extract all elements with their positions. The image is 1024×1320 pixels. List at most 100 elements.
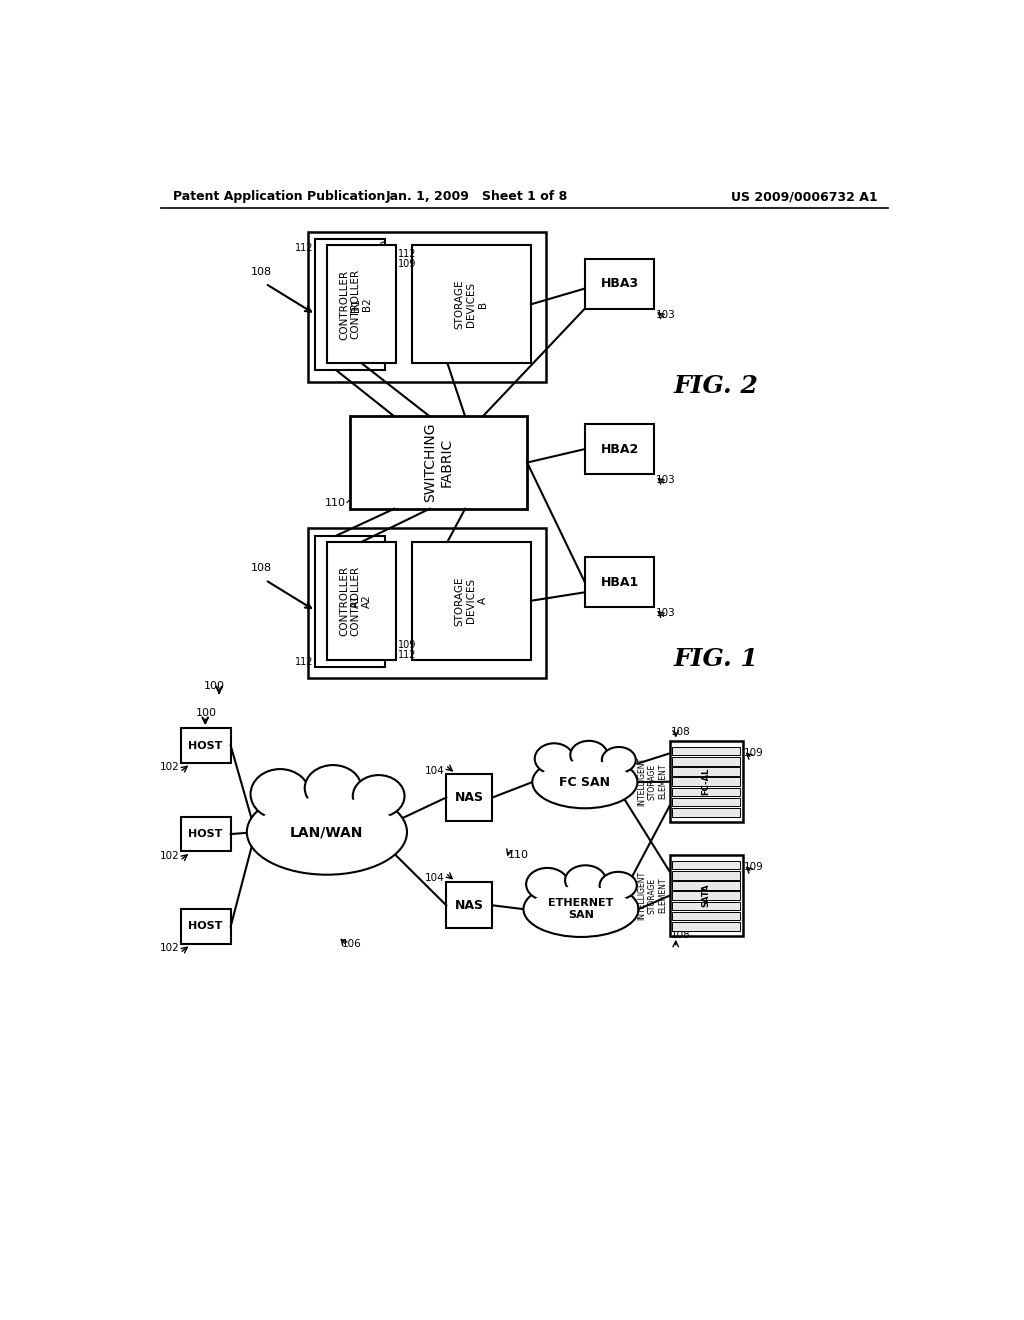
Text: 104: 104 — [425, 766, 444, 776]
Text: HOST: HOST — [188, 829, 223, 840]
Ellipse shape — [539, 760, 632, 804]
Text: 112: 112 — [397, 651, 416, 660]
Bar — [412, 246, 531, 363]
Bar — [350, 416, 527, 508]
Bar — [180, 729, 230, 763]
Text: HOST: HOST — [188, 741, 223, 751]
Bar — [585, 424, 654, 474]
Text: NAS: NAS — [455, 899, 484, 912]
Bar — [446, 882, 493, 928]
Bar — [585, 557, 654, 607]
Bar — [672, 777, 740, 785]
Text: HBA3: HBA3 — [600, 277, 639, 290]
Text: STORAGE
DEVICES
B: STORAGE DEVICES B — [455, 280, 487, 329]
Text: FIG. 2: FIG. 2 — [674, 374, 758, 397]
Bar — [180, 817, 230, 851]
Bar — [672, 756, 740, 766]
Text: 110: 110 — [326, 498, 346, 508]
Text: US 2009/0006732 A1: US 2009/0006732 A1 — [731, 190, 878, 203]
Text: FIG. 1: FIG. 1 — [674, 647, 758, 671]
Text: 102: 102 — [160, 763, 179, 772]
Text: CONTROLLER
B1: CONTROLLER B1 — [339, 269, 360, 339]
Text: 109: 109 — [397, 640, 416, 651]
Text: FC-AL: FC-AL — [701, 768, 711, 796]
Text: 102: 102 — [160, 944, 179, 953]
Text: 112: 112 — [397, 249, 416, 259]
Ellipse shape — [532, 756, 637, 808]
Bar — [672, 912, 740, 920]
Text: FC SAN: FC SAN — [559, 776, 610, 788]
Bar — [672, 871, 740, 879]
Ellipse shape — [305, 766, 361, 810]
Text: NAS: NAS — [455, 791, 484, 804]
Ellipse shape — [251, 770, 309, 820]
Bar — [672, 767, 740, 776]
Ellipse shape — [523, 882, 639, 937]
Bar — [412, 543, 531, 660]
Text: 100: 100 — [196, 708, 217, 718]
Text: CONTROLLER
A2: CONTROLLER A2 — [351, 566, 373, 636]
Text: 109: 109 — [397, 259, 416, 268]
Bar — [672, 861, 740, 870]
Text: 112: 112 — [295, 243, 313, 253]
Ellipse shape — [353, 775, 404, 817]
Bar — [672, 788, 740, 796]
Text: HOST: HOST — [188, 921, 223, 932]
Text: STORAGE
DEVICES
A: STORAGE DEVICES A — [455, 576, 487, 626]
Text: 108: 108 — [251, 267, 272, 277]
Ellipse shape — [570, 741, 607, 770]
Bar — [585, 259, 654, 309]
Text: 104: 104 — [425, 874, 444, 883]
Text: SATA: SATA — [701, 884, 711, 907]
Bar — [672, 880, 740, 890]
Bar — [672, 808, 740, 817]
Bar — [672, 747, 740, 755]
Ellipse shape — [247, 789, 407, 875]
Text: HBA1: HBA1 — [600, 576, 639, 589]
Bar — [327, 246, 396, 363]
Ellipse shape — [565, 866, 606, 895]
Bar — [672, 891, 740, 900]
Bar — [672, 902, 740, 911]
Text: HBA2: HBA2 — [600, 442, 639, 455]
Text: SWITCHING
FABRIC: SWITCHING FABRIC — [424, 422, 454, 503]
Ellipse shape — [526, 869, 568, 900]
Text: 112: 112 — [295, 657, 313, 668]
Text: CONTROLLER
A1: CONTROLLER A1 — [339, 566, 360, 636]
Text: 103: 103 — [655, 475, 676, 486]
Text: 108: 108 — [251, 564, 272, 573]
Bar — [315, 536, 385, 667]
Text: 109: 109 — [744, 862, 764, 871]
Text: 109: 109 — [744, 748, 764, 758]
Bar — [307, 231, 547, 381]
Bar — [180, 909, 230, 944]
Ellipse shape — [535, 743, 573, 774]
Bar — [672, 921, 740, 931]
Ellipse shape — [602, 747, 636, 774]
Text: Jan. 1, 2009   Sheet 1 of 8: Jan. 1, 2009 Sheet 1 of 8 — [386, 190, 568, 203]
Text: 106: 106 — [342, 939, 362, 949]
Text: 103: 103 — [655, 609, 676, 619]
Text: ETHERNET
SAN: ETHERNET SAN — [548, 899, 613, 920]
Text: 100: 100 — [204, 681, 224, 690]
Text: LAN/WAN: LAN/WAN — [290, 825, 364, 840]
Text: 102: 102 — [160, 851, 179, 861]
Text: 108: 108 — [671, 727, 691, 738]
Text: Patent Application Publication: Patent Application Publication — [173, 190, 385, 203]
Bar — [315, 239, 385, 370]
Text: CONTROLLER
B2: CONTROLLER B2 — [351, 269, 373, 339]
Bar — [670, 855, 742, 936]
Ellipse shape — [530, 886, 632, 932]
Bar — [672, 797, 740, 807]
Bar — [307, 528, 547, 678]
Bar — [670, 742, 742, 822]
Ellipse shape — [600, 871, 637, 899]
Bar — [327, 543, 396, 660]
Text: INTELLIGENT
STORAGE
ELEMENT: INTELLIGENT STORAGE ELEMENT — [638, 871, 668, 920]
Text: 108: 108 — [671, 931, 691, 940]
Ellipse shape — [256, 797, 397, 867]
Text: INTELLIGENT
STORAGE
ELEMENT: INTELLIGENT STORAGE ELEMENT — [638, 758, 668, 807]
Text: 110: 110 — [508, 850, 528, 861]
Text: 103: 103 — [655, 310, 676, 319]
Bar — [446, 775, 493, 821]
